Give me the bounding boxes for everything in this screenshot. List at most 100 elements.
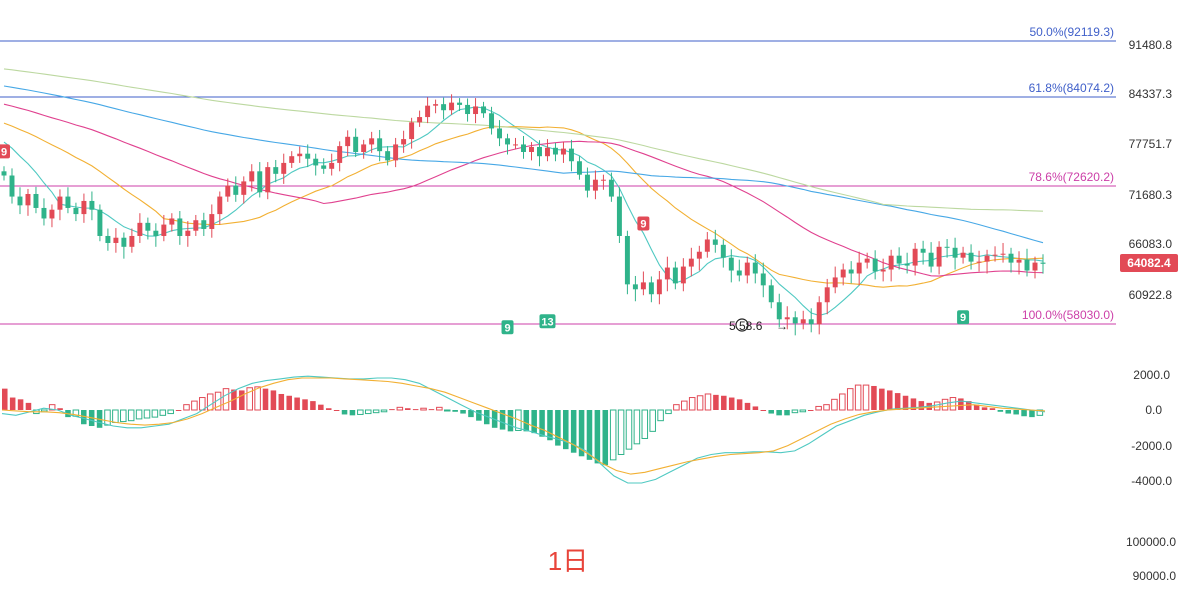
moving-average-line bbox=[3, 85, 1044, 244]
candle bbox=[345, 130, 351, 157]
macd-histogram-bar bbox=[112, 409, 119, 423]
candle bbox=[281, 153, 287, 184]
candle bbox=[672, 261, 678, 290]
candle bbox=[920, 240, 926, 265]
macd-histogram-bar bbox=[239, 390, 245, 410]
macd-histogram-bar bbox=[696, 395, 704, 411]
macd-histogram-bar bbox=[135, 409, 143, 420]
candle bbox=[433, 99, 439, 114]
macd-histogram-bar bbox=[443, 409, 451, 412]
candle bbox=[856, 251, 862, 286]
macd-histogram-bar bbox=[768, 410, 774, 414]
candle bbox=[792, 311, 798, 336]
fibonacci-levels: 50.0%(92119.3) 61.8%(84074.2) 78.6%(72620.… bbox=[0, 25, 1116, 325]
price-axis: 91480.8 84337.3 77751.7 71680.3 66083.0 60922… bbox=[1129, 38, 1173, 302]
macd-histogram-bar bbox=[246, 387, 253, 411]
candle bbox=[481, 101, 487, 118]
candle bbox=[712, 229, 718, 253]
candle bbox=[576, 156, 582, 180]
macd-histogram-bar bbox=[120, 409, 127, 423]
candle bbox=[57, 189, 63, 221]
macd-histogram-bar bbox=[649, 409, 656, 432]
candle bbox=[968, 244, 974, 270]
macd-histogram-bar bbox=[688, 397, 696, 411]
macd-histogram-bar bbox=[460, 410, 466, 414]
macd-histogram-bar bbox=[57, 408, 63, 410]
candle bbox=[600, 174, 606, 190]
candle bbox=[632, 275, 638, 302]
candle bbox=[201, 212, 207, 236]
candle bbox=[465, 98, 471, 122]
macd-histogram-bar bbox=[310, 401, 316, 410]
td-sequential-markers: 9 9 13 9 9 bbox=[0, 144, 970, 335]
low-marker: 5 58.6 → bbox=[729, 318, 788, 333]
macd-histogram-bar bbox=[428, 409, 435, 411]
macd-histogram-bar bbox=[973, 404, 980, 410]
macd-histogram-bar bbox=[9, 397, 16, 410]
candle bbox=[960, 246, 966, 264]
last-price-tag: 64082.4 bbox=[1120, 254, 1178, 272]
candle bbox=[680, 258, 686, 292]
moving-average-lines bbox=[3, 68, 1044, 316]
macd-histogram-bar bbox=[586, 410, 593, 460]
candle bbox=[337, 141, 343, 172]
macd-histogram-bar bbox=[270, 390, 277, 410]
td-marker-label: 13 bbox=[541, 316, 553, 328]
macd-histogram-bar bbox=[531, 410, 537, 434]
candle bbox=[409, 117, 415, 149]
macd-histogram-bar bbox=[1013, 410, 1019, 415]
candle bbox=[648, 276, 654, 303]
candle bbox=[361, 139, 367, 159]
macd-histogram-bar bbox=[380, 409, 388, 413]
macd-histogram-bar bbox=[752, 406, 759, 410]
macd-tick-1: 0.0 bbox=[1145, 403, 1162, 417]
macd-histogram-bar bbox=[609, 409, 617, 461]
candle bbox=[321, 158, 327, 174]
macd-histogram-bar bbox=[476, 410, 482, 421]
price-tick: 71680.3 bbox=[1129, 188, 1173, 202]
macd-histogram-bar bbox=[325, 408, 332, 410]
macd-histogram-bar bbox=[578, 410, 585, 457]
low-marker-icon bbox=[735, 318, 749, 332]
candle bbox=[289, 151, 295, 168]
volume-tick-0: 100000.0 bbox=[1126, 535, 1176, 549]
candle bbox=[872, 250, 878, 280]
macd-histogram-bar bbox=[681, 400, 688, 411]
candle bbox=[113, 228, 119, 253]
macd-histogram-bar bbox=[183, 404, 190, 411]
candle bbox=[664, 256, 670, 292]
candle bbox=[9, 168, 15, 204]
macd-histogram-bar bbox=[294, 397, 300, 410]
macd-histogram-bar bbox=[570, 410, 577, 453]
candle bbox=[441, 97, 447, 120]
candle bbox=[249, 164, 255, 192]
fib-level-label: 50.0%(92119.3) bbox=[1029, 25, 1114, 39]
macd-histogram-bar bbox=[744, 402, 751, 410]
candle bbox=[720, 239, 726, 268]
macd-dea-line bbox=[1, 377, 1046, 475]
macd-histogram-bar bbox=[594, 410, 601, 464]
td-marker: 9 bbox=[957, 310, 970, 325]
candle bbox=[760, 262, 766, 298]
moving-average-line bbox=[3, 103, 1044, 277]
candle bbox=[984, 249, 990, 274]
macd-histogram-bar bbox=[918, 401, 925, 410]
macd-histogram-bar bbox=[776, 410, 782, 416]
macd-histogram-bar bbox=[2, 388, 8, 410]
candle bbox=[105, 228, 111, 251]
macd-histogram-bar bbox=[222, 388, 230, 411]
macd-histogram-bar bbox=[286, 395, 292, 410]
macd-histogram-bar bbox=[862, 384, 870, 411]
candle bbox=[1008, 247, 1014, 273]
td-marker-label: 9 bbox=[1, 146, 7, 158]
macd-histogram-bar bbox=[372, 409, 380, 414]
candle bbox=[1024, 248, 1030, 277]
macd-histogram-bar bbox=[902, 395, 909, 410]
candle bbox=[233, 176, 239, 202]
candle bbox=[688, 247, 694, 277]
candle bbox=[888, 249, 894, 282]
candle bbox=[848, 261, 854, 284]
candle bbox=[776, 293, 782, 328]
candle bbox=[912, 242, 918, 276]
